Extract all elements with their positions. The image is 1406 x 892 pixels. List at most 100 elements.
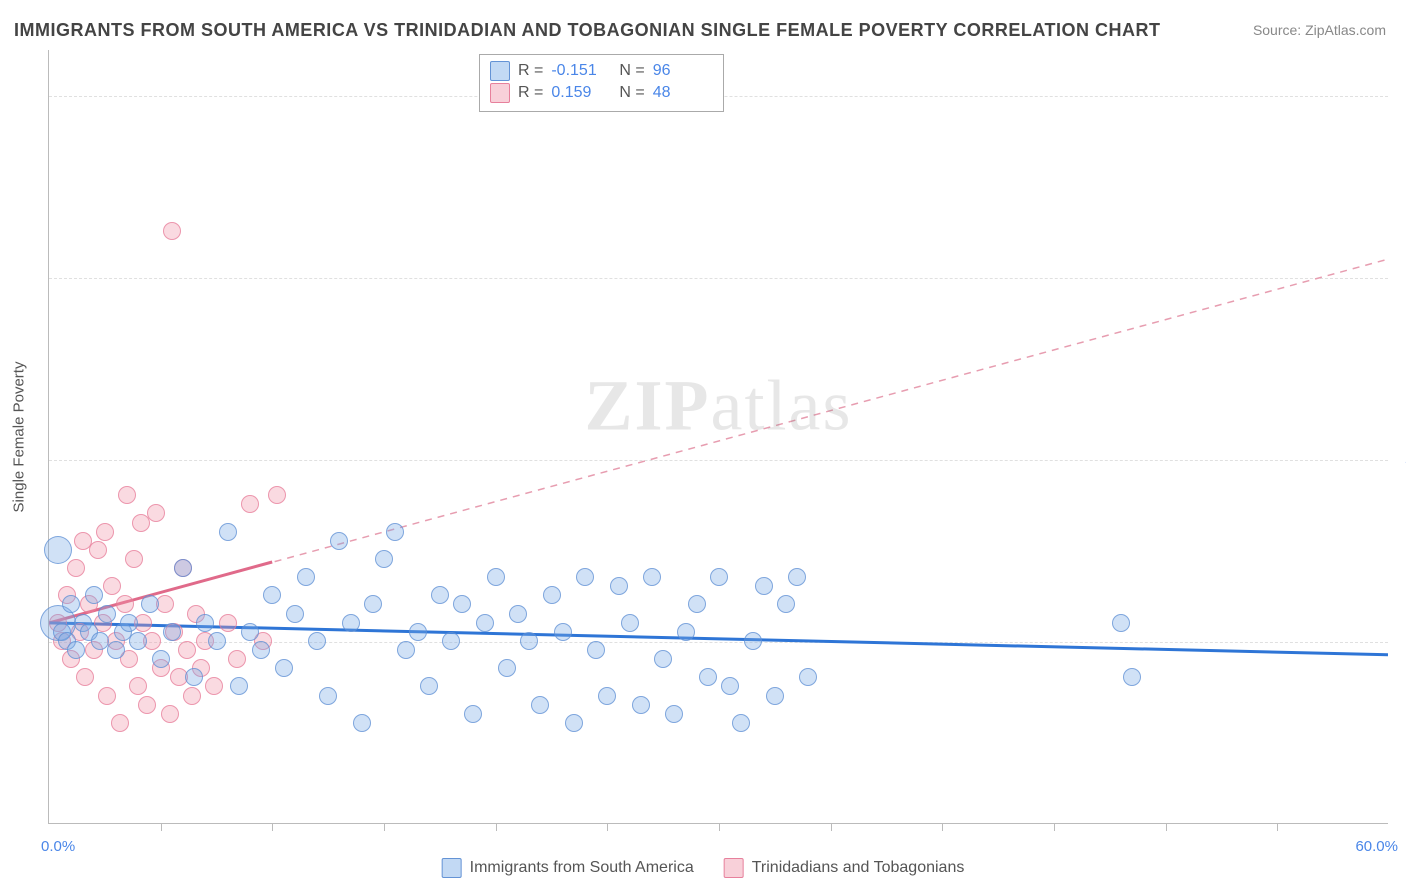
data-point-blue [44,536,72,564]
data-point-blue [67,641,85,659]
data-point-blue [632,696,650,714]
data-point-pink [96,523,114,541]
trend-lines [49,50,1388,823]
data-point-blue [431,586,449,604]
x-tick [272,823,273,831]
legend-swatch [724,858,744,878]
legend-item: Trinidadians and Tobagonians [724,858,965,878]
data-point-blue [252,641,270,659]
stat-label: R = [518,62,543,80]
data-point-pink [183,687,201,705]
gridline: 20.0% [49,642,1388,643]
data-point-pink [118,486,136,504]
x-tick [496,823,497,831]
data-point-blue [196,614,214,632]
data-point-blue [1123,668,1141,686]
data-point-blue [587,641,605,659]
data-point-pink [156,595,174,613]
data-point-blue [297,568,315,586]
stat-label: R = [518,84,543,102]
stat-value: 96 [653,62,713,80]
data-point-blue [409,623,427,641]
stat-value: -0.151 [551,62,611,80]
data-point-blue [554,623,572,641]
data-point-blue [420,677,438,695]
x-tick [1054,823,1055,831]
data-point-blue [643,568,661,586]
x-tick [161,823,162,831]
data-point-pink [132,514,150,532]
data-point-pink [147,504,165,522]
data-point-pink [76,668,94,686]
data-point-pink [161,705,179,723]
legend-swatch [490,83,510,103]
legend-swatch [442,858,462,878]
legend-item: Immigrants from South America [442,858,694,878]
data-point-blue [610,577,628,595]
data-point-blue [342,614,360,632]
x-tick [942,823,943,831]
x-tick [384,823,385,831]
data-point-blue [442,632,460,650]
data-point-pink [67,559,85,577]
data-point-pink [268,486,286,504]
data-point-pink [89,541,107,559]
x-tick [831,823,832,831]
data-point-blue [241,623,259,641]
data-point-blue [487,568,505,586]
data-point-pink [111,714,129,732]
legend-label: Trinidadians and Tobagonians [752,859,965,877]
data-point-blue [375,550,393,568]
series-legend: Immigrants from South America Trinidadian… [442,858,965,878]
data-point-blue [152,650,170,668]
data-point-blue [464,705,482,723]
data-point-pink [129,677,147,695]
data-point-pink [116,595,134,613]
data-point-pink [98,687,116,705]
gridline: 60.0% [49,278,1388,279]
data-point-blue [397,641,415,659]
data-point-blue [565,714,583,732]
legend-swatch [490,61,510,81]
data-point-blue [263,586,281,604]
data-point-pink [205,677,223,695]
data-point-blue [364,595,382,613]
data-point-blue [308,632,326,650]
data-point-blue [766,687,784,705]
stat-label: N = [619,84,644,102]
correlation-row: R =0.159N =48 [490,83,713,103]
stat-label: N = [619,62,644,80]
data-point-pink [178,641,196,659]
data-point-blue [598,687,616,705]
data-point-pink [163,222,181,240]
correlation-legend: R =-0.151N =96R =0.159N =48 [479,54,724,112]
x-tick [719,823,720,831]
data-point-blue [799,668,817,686]
data-point-blue [330,532,348,550]
stat-value: 48 [653,84,713,102]
data-point-blue [208,632,226,650]
data-point-blue [744,632,762,650]
data-point-blue [476,614,494,632]
data-point-blue [319,687,337,705]
data-point-blue [721,677,739,695]
x-tick [1277,823,1278,831]
correlation-row: R = -0.151 N = 96 [490,61,713,81]
data-point-blue [230,677,248,695]
source-label: Source: ZipAtlas.com [1253,22,1386,38]
data-point-blue [129,632,147,650]
data-point-blue [286,605,304,623]
data-point-blue [174,559,192,577]
data-point-blue [498,659,516,677]
data-point-pink [74,532,92,550]
data-point-pink [103,577,121,595]
data-point-blue [107,641,125,659]
data-point-blue [185,668,203,686]
data-point-blue [755,577,773,595]
watermark: ZIPatlas [585,364,853,447]
x-tick [607,823,608,831]
data-point-blue [386,523,404,541]
data-point-blue [520,632,538,650]
data-point-blue [621,614,639,632]
data-point-blue [654,650,672,668]
